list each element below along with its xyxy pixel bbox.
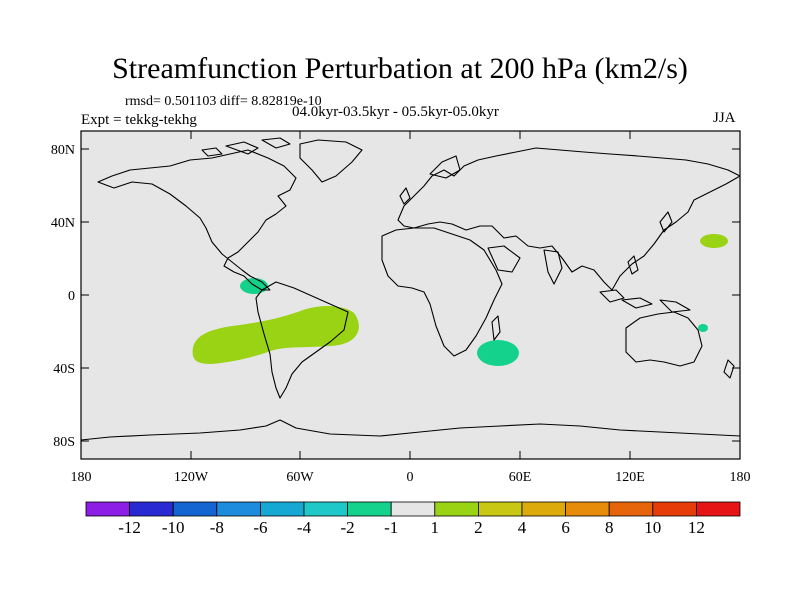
lon-label-0: 0 <box>407 470 414 485</box>
coral-sea-negative <box>698 324 708 332</box>
north-pacific-positive <box>700 234 728 248</box>
madagascar-negative <box>477 340 519 366</box>
colorbar-label-5: -2 <box>341 518 355 537</box>
lon-label-120w: 120W <box>174 470 209 485</box>
season-label: JJA <box>713 110 736 126</box>
lon-label-120e: 120E <box>615 470 645 485</box>
colorbar-box-3 <box>216 501 261 517</box>
colorbar-box-12 <box>608 501 654 517</box>
colorbar-label-6: -1 <box>384 518 398 537</box>
colorbar-box-8 <box>434 501 479 517</box>
colorbar-label-9: 4 <box>518 518 527 537</box>
lat-label-0: 0 <box>68 289 75 304</box>
lat-label-80s: 80S <box>53 435 75 450</box>
colorbar-box-9 <box>477 501 523 517</box>
colorbar-box-5 <box>303 501 348 517</box>
period-label: 04.0kyr-03.5kyr - 05.5kyr-05.0kyr <box>292 104 499 120</box>
colorbar-label-11: 8 <box>605 518 614 537</box>
colorbar-box-10 <box>521 501 566 517</box>
colorbar-box-14 <box>696 501 741 517</box>
lon-label-180e: 180 <box>730 470 751 485</box>
colorbar-label-7: 1 <box>431 518 440 537</box>
colorbar-label-10: 6 <box>561 518 570 537</box>
colorbar-label-13: 12 <box>688 518 705 537</box>
colorbar-box-4 <box>259 501 305 517</box>
lat-tick-marks <box>81 148 740 442</box>
colorbar-label-4: -4 <box>297 518 312 537</box>
colorbar-label-12: 10 <box>644 518 661 537</box>
colorbar-label-3: -6 <box>253 518 267 537</box>
lat-label-80n: 80N <box>51 143 75 158</box>
south-america-positive <box>192 306 359 364</box>
colorbar-box-1 <box>129 501 174 517</box>
map-title: Streamfunction Perturbation at 200 hPa (… <box>112 52 688 85</box>
colorbar-label-8: 2 <box>474 518 483 537</box>
stats-line: rmsd= 0.501103 diff= 8.82819e-10 <box>125 94 322 109</box>
lat-label-40s: 40S <box>53 362 75 377</box>
lon-label-60w: 60W <box>286 470 314 485</box>
colorbar-label-1: -10 <box>162 518 185 537</box>
lat-label-40n: 40N <box>51 216 75 231</box>
central-america-negative <box>240 278 268 294</box>
colorbar-box-11 <box>565 501 610 517</box>
colorbar-box-2 <box>172 501 218 517</box>
colorbar-box-13 <box>652 501 697 517</box>
coastlines <box>80 137 741 441</box>
experiment-label: Expt = tekkg-tekhg <box>81 112 197 128</box>
colorbar <box>85 501 741 517</box>
map-background <box>81 131 740 459</box>
colorbar-box-7 <box>390 501 436 517</box>
colorbar-label-2: -8 <box>210 518 224 537</box>
colorbar-label-0: -12 <box>118 518 141 537</box>
lon-label-60e: 60E <box>509 470 532 485</box>
lon-label-180w: 180 <box>71 470 92 485</box>
colorbar-box-6 <box>347 501 392 517</box>
colorbar-box-0 <box>85 501 130 517</box>
lon-tick-marks <box>80 131 741 459</box>
